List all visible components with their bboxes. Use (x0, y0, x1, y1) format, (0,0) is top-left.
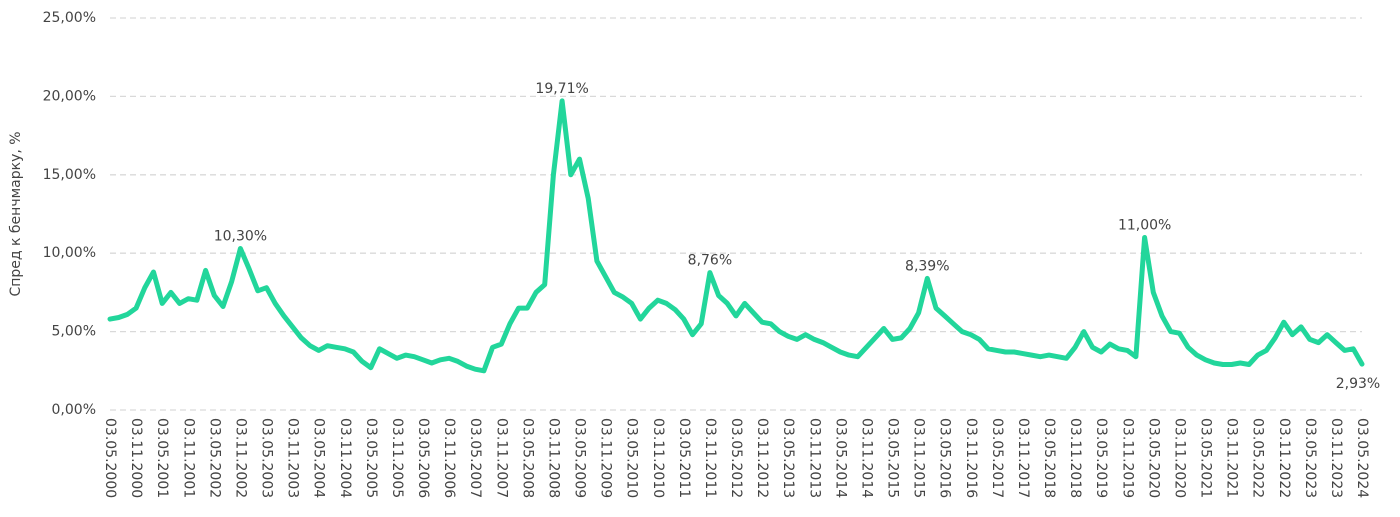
x-tick-label: 03.11.2021 (1224, 418, 1240, 498)
y-tick-label: 5,00% (52, 324, 96, 340)
data-label: 19,71% (535, 81, 588, 97)
x-tick-label: 03.05.2018 (1041, 418, 1057, 498)
x-tick-label: 03.05.2013 (780, 418, 796, 498)
data-label: 8,76% (688, 253, 732, 269)
x-tick-label: 03.11.2014 (858, 418, 874, 498)
x-tick-label: 03.11.2013 (806, 418, 822, 498)
y-tick-label: 15,00% (43, 167, 96, 183)
y-tick-label: 10,00% (43, 245, 96, 261)
y-tick-label: 25,00% (43, 10, 96, 26)
data-label: 10,30% (214, 228, 267, 244)
y-tick-label: 20,00% (43, 88, 96, 104)
x-tick-label: 03.05.2011 (676, 418, 692, 498)
x-tick-label: 03.05.2008 (519, 418, 535, 498)
x-tick-label: 03.05.2017 (989, 418, 1005, 498)
x-tick-label: 03.11.2020 (1171, 418, 1187, 498)
x-tick-label: 03.11.2007 (493, 418, 509, 498)
y-axis-label: Спред к бенчмарку, % (8, 131, 24, 296)
x-tick-label: 03.11.2017 (1015, 418, 1031, 498)
x-tick-label: 03.11.2006 (441, 418, 457, 498)
x-tick-label: 03.05.2004 (311, 418, 327, 498)
x-tick-label: 03.05.2003 (259, 418, 275, 498)
x-tick-label: 03.05.2006 (415, 418, 431, 498)
x-tick-label: 03.11.2001 (180, 418, 196, 498)
x-tick-label: 03.11.2011 (702, 418, 718, 498)
x-tick-label: 03.05.2015 (885, 418, 901, 498)
data-label: 2,93% (1336, 376, 1380, 392)
x-tick-label: 03.11.2023 (1328, 418, 1344, 498)
x-tick-label: 03.11.2000 (128, 418, 144, 498)
x-tick-label: 03.05.2000 (102, 418, 118, 498)
x-tick-label: 03.11.2010 (650, 418, 666, 498)
x-tick-label: 03.05.2007 (467, 418, 483, 498)
x-tick-label: 03.11.2008 (545, 418, 561, 498)
data-line (107, 98, 1365, 374)
x-tick-label: 03.11.2019 (1119, 418, 1135, 498)
x-tick-label: 03.05.2005 (363, 418, 379, 498)
x-tick-label: 03.11.2009 (598, 418, 614, 498)
x-tick-label: 03.05.2020 (1145, 418, 1161, 498)
x-tick-label: 03.05.2023 (1302, 418, 1318, 498)
x-tick-label: 03.05.2024 (1354, 418, 1370, 498)
x-tick-label: 03.05.2019 (1093, 418, 1109, 498)
x-tick-label: 03.05.2012 (728, 418, 744, 498)
x-tick-label: 03.05.2016 (937, 418, 953, 498)
x-tick-label: 03.11.2003 (285, 418, 301, 498)
x-tick-label: 03.05.2014 (832, 418, 848, 498)
data-label: 8,39% (905, 258, 949, 274)
x-tick-label: 03.11.2015 (911, 418, 927, 498)
data-label: 11,00% (1118, 218, 1171, 234)
x-tick-label: 03.11.2005 (389, 418, 405, 498)
x-tick-label: 03.05.2001 (154, 418, 170, 498)
x-tick-label: 03.11.2002 (232, 418, 248, 498)
x-tick-label: 03.05.2021 (1198, 418, 1214, 498)
x-tick-label: 03.11.2018 (1067, 418, 1083, 498)
x-tick-label: 03.11.2004 (337, 418, 353, 498)
x-tick-label: 03.05.2002 (206, 418, 222, 498)
x-tick-label: 03.11.2022 (1276, 418, 1292, 498)
x-tick-label: 03.05.2022 (1250, 418, 1266, 498)
x-tick-label: 03.05.2009 (572, 418, 588, 498)
y-tick-label: 0,00% (52, 402, 96, 418)
x-tick-label: 03.05.2010 (624, 418, 640, 498)
x-tick-label: 03.11.2012 (754, 418, 770, 498)
x-tick-label: 03.11.2016 (963, 418, 979, 498)
